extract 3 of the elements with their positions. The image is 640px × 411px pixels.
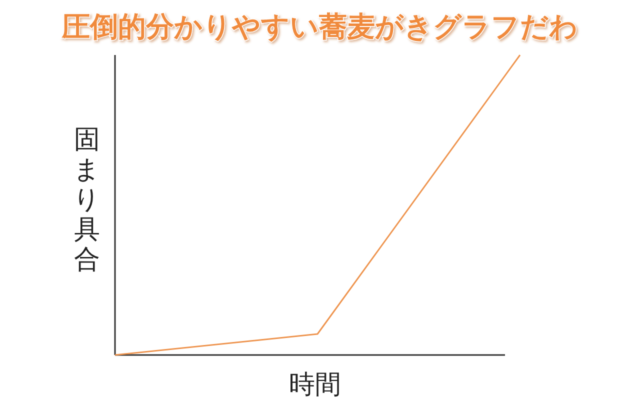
x-axis-title: 時間	[289, 370, 341, 400]
y-axis-title: 固まり具合	[74, 125, 100, 275]
chart-title: 圧倒的分かりやすい蕎麦がきグラフだわ	[61, 10, 578, 43]
